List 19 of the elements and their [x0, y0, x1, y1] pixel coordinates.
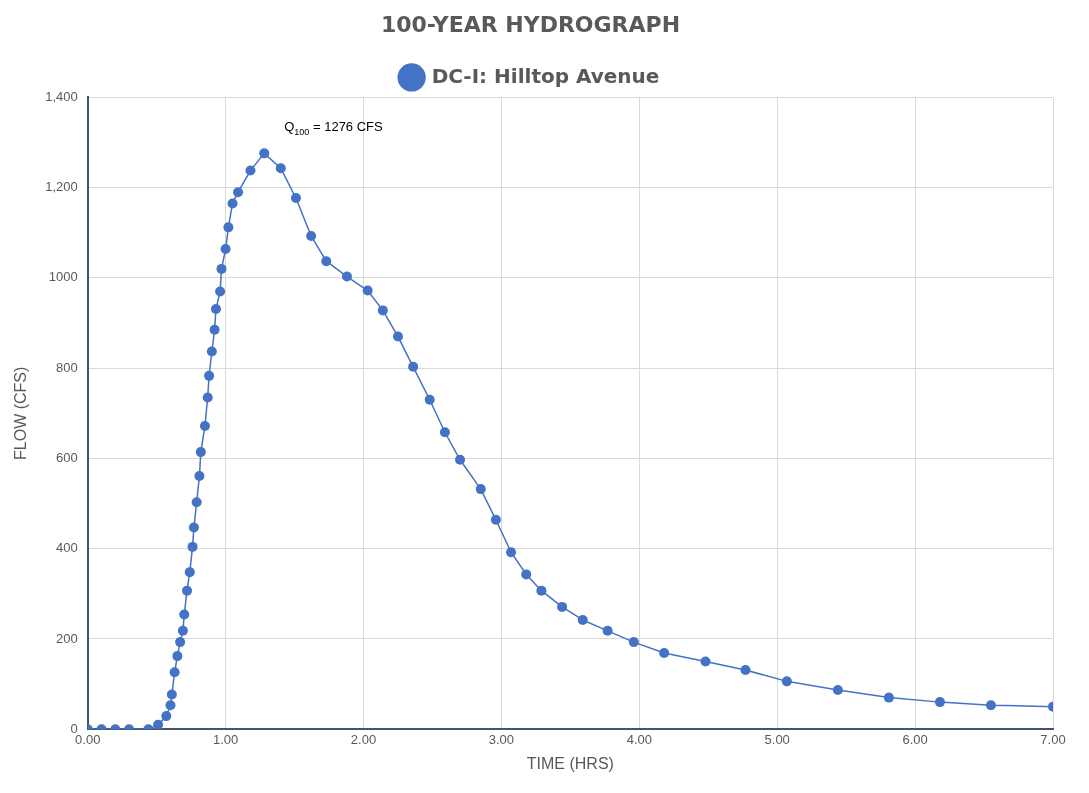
- y-tick-label: 400: [56, 540, 78, 556]
- y-tick-label: 0: [70, 720, 78, 736]
- x-tick-label: 2.00: [350, 731, 377, 747]
- x-axis-title: TIME (HRS): [526, 754, 614, 772]
- x-tick-label: 7.00: [1040, 731, 1066, 747]
- x-tick-label: 4.00: [626, 731, 652, 747]
- y-axis-title: FLOW (CFS): [12, 366, 30, 460]
- y-tick-label: 1000: [48, 269, 78, 285]
- y-tick-label: 600: [56, 450, 78, 466]
- y-tick-label: 200: [56, 630, 78, 646]
- chart-title: 100-YEAR HYDROGRAPH: [380, 11, 681, 37]
- x-tick-label: 6.00: [902, 731, 928, 747]
- x-tick-label: 5.00: [764, 731, 790, 747]
- x-tick-label: 1.00: [212, 731, 239, 747]
- legend-label: DC-I: Hilltop Avenue: [431, 63, 660, 88]
- x-tick-label: 3.00: [488, 731, 515, 747]
- y-tick-label: 800: [56, 359, 78, 375]
- y-tick-label: 1,200: [45, 179, 78, 195]
- y-tick-label: 1,400: [45, 88, 78, 104]
